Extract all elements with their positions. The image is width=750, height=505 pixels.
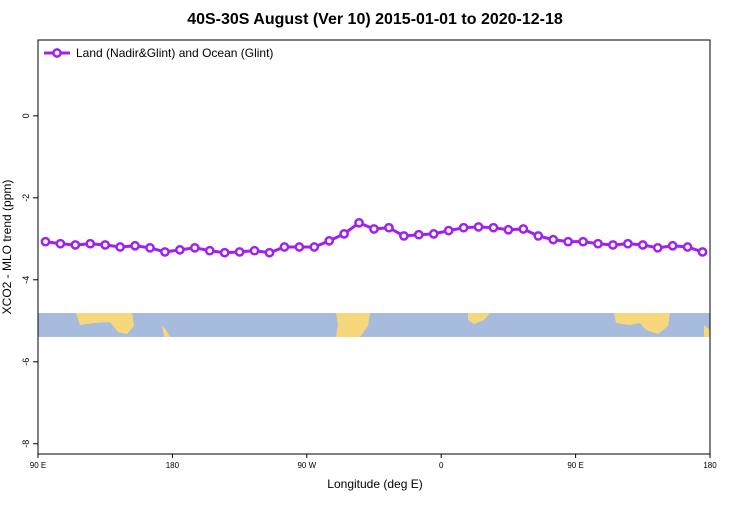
point	[563, 236, 573, 247]
y-tick-label: 0	[21, 113, 31, 118]
point	[384, 222, 394, 233]
y-tick-label: -6	[21, 358, 31, 366]
x-tick-label: 0	[439, 461, 444, 470]
point	[145, 242, 155, 253]
point	[204, 245, 215, 256]
point	[130, 240, 140, 251]
point	[40, 236, 51, 247]
point	[533, 231, 544, 241]
point	[160, 247, 170, 257]
y-axis-label: XCO2 - MLO trend (ppm)	[0, 180, 14, 315]
plot-frame	[37, 39, 711, 455]
point	[697, 247, 708, 257]
x-tick-label: 90 E	[30, 461, 46, 470]
map-strip	[38, 313, 710, 337]
point	[488, 222, 499, 233]
point	[413, 229, 424, 240]
point	[115, 242, 125, 252]
point	[428, 229, 439, 239]
x-tick-label: 180	[166, 461, 180, 470]
point	[189, 242, 200, 253]
point	[652, 242, 663, 253]
chart-title: 40S-30S August (Ver 10) 2015-01-01 to 20…	[187, 11, 563, 28]
y-tick-label: -8	[21, 440, 31, 448]
point	[219, 247, 230, 258]
point	[309, 242, 320, 252]
point	[637, 240, 648, 250]
point	[264, 247, 275, 258]
point	[682, 242, 693, 252]
x-tick-label: 180	[703, 461, 717, 470]
point	[458, 222, 469, 233]
point	[518, 224, 529, 234]
point	[279, 242, 290, 252]
point	[578, 236, 588, 247]
point	[443, 225, 454, 236]
point	[249, 245, 260, 256]
point	[339, 229, 349, 239]
point	[667, 240, 678, 251]
point	[175, 245, 185, 255]
point	[294, 242, 305, 252]
point	[354, 217, 364, 228]
x-axis-label: Longitude (deg E)	[327, 477, 422, 491]
point	[503, 224, 514, 235]
x-tick-label: 90 E	[567, 461, 583, 470]
legend-marker	[52, 48, 62, 58]
point	[608, 240, 618, 250]
y-tick-label: -4	[21, 276, 31, 284]
legend-label: Land (Nadir&Glint) and Ocean (Glint)	[76, 46, 273, 60]
point	[548, 234, 559, 245]
point	[369, 224, 379, 234]
point	[593, 238, 603, 249]
point	[324, 236, 335, 246]
point	[100, 240, 111, 250]
point	[85, 238, 96, 249]
point	[70, 240, 81, 250]
y-tick-label: -2	[21, 194, 31, 202]
point	[623, 238, 633, 249]
point	[473, 222, 484, 232]
point	[399, 231, 409, 241]
point	[55, 238, 66, 249]
point	[234, 247, 245, 257]
x-tick-label: 90 W	[297, 461, 316, 470]
